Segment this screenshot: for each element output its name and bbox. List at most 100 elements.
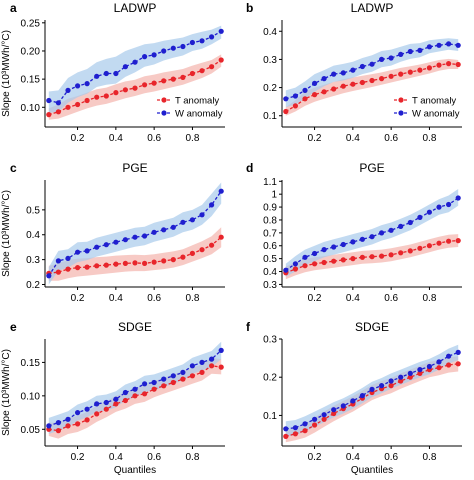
x-tick-label: 0.8 xyxy=(422,133,436,144)
w-anomaly-point xyxy=(55,100,62,106)
t-anomaly-point xyxy=(180,376,186,382)
y-tick-label: 0.5 xyxy=(26,205,40,216)
w-anomaly-point xyxy=(180,219,186,225)
x-axis-label: Quantiles xyxy=(114,465,156,475)
w-anomaly-point xyxy=(65,416,71,422)
w-anomaly-point xyxy=(321,247,327,253)
x-tick-label: 0.6 xyxy=(147,293,161,304)
y-tick-label: 0.3 xyxy=(263,55,277,66)
w-anomaly-point xyxy=(321,76,327,82)
w-anomaly-point xyxy=(161,376,167,382)
w-anomaly-point xyxy=(436,359,442,365)
y-tick-label: 0.2 xyxy=(263,373,277,384)
t-anomaly-point xyxy=(103,93,109,99)
legend-t-anomaly-marker xyxy=(398,97,404,103)
t-anomaly-point xyxy=(398,71,404,77)
w-anomaly-point xyxy=(446,41,452,47)
t-anomaly-point xyxy=(199,68,205,74)
t-anomaly-point xyxy=(292,103,298,109)
w-anomaly-point xyxy=(209,356,215,362)
y-tick-label: 0.15 xyxy=(21,75,41,86)
t-anomaly-point xyxy=(369,254,375,260)
x-tick-label: 0.2 xyxy=(71,452,85,463)
y-tick-label: 0.3 xyxy=(263,280,277,291)
w-anomaly-point xyxy=(292,261,298,267)
w-anomaly-point xyxy=(65,87,71,93)
w-anomaly-ci-band xyxy=(285,38,459,108)
t-anomaly-point xyxy=(321,416,327,422)
t-anomaly-point xyxy=(350,256,356,262)
w-anomaly-point xyxy=(331,71,337,77)
t-anomaly-point xyxy=(331,410,337,417)
t-anomaly-point xyxy=(283,433,289,439)
t-anomaly-point xyxy=(455,238,461,244)
y-tick-label: 0.4 xyxy=(26,230,40,241)
t-anomaly-point xyxy=(94,263,100,269)
t-anomaly-point xyxy=(302,96,308,102)
t-anomaly-point xyxy=(189,250,195,256)
t-anomaly-point xyxy=(218,364,224,370)
w-anomaly-point xyxy=(455,42,461,48)
w-anomaly-point xyxy=(436,42,442,48)
t-anomaly-point xyxy=(321,89,327,95)
w-anomaly-point xyxy=(426,363,432,370)
w-anomaly-point xyxy=(331,407,337,413)
t-anomaly-point xyxy=(388,252,394,258)
x-tick-label: 0.4 xyxy=(109,452,123,463)
t-anomaly-point xyxy=(75,421,81,427)
w-anomaly-point xyxy=(103,399,109,406)
y-tick-label: 0.20 xyxy=(21,46,41,57)
t-anomaly-point xyxy=(161,78,167,84)
panel-letter: a xyxy=(10,1,17,15)
t-anomaly-point xyxy=(292,266,298,272)
y-tick-label: 0.8 xyxy=(263,215,277,226)
w-anomaly-point xyxy=(398,374,404,380)
y-tick-label: 0.05 xyxy=(21,425,41,436)
w-anomaly-point xyxy=(46,423,52,429)
y-tick-label: 0.4 xyxy=(263,27,277,38)
t-anomaly-point xyxy=(302,263,308,269)
t-anomaly-point xyxy=(170,257,176,263)
t-anomaly-point xyxy=(312,422,318,428)
w-anomaly-point xyxy=(417,47,423,54)
w-anomaly-point xyxy=(340,70,346,76)
w-anomaly-point xyxy=(132,386,138,392)
t-anomaly-point xyxy=(398,378,404,384)
t-anomaly-point xyxy=(407,248,413,254)
w-anomaly-point xyxy=(407,370,413,376)
t-anomaly-point xyxy=(84,97,90,104)
t-anomaly-point xyxy=(379,253,385,259)
legend: T anomaly W anomaly xyxy=(394,96,460,120)
panel-letter: d xyxy=(246,161,253,175)
t-anomaly-point xyxy=(55,269,62,275)
w-anomaly-point xyxy=(407,219,413,226)
panel-title: LADWP xyxy=(351,1,394,15)
t-anomaly-point xyxy=(132,393,138,399)
x-tick-label: 0.8 xyxy=(185,293,199,304)
x-tick-label: 0.6 xyxy=(147,133,161,144)
w-anomaly-point xyxy=(407,48,413,55)
t-anomaly-point xyxy=(199,247,205,253)
t-anomaly-point xyxy=(84,264,90,270)
t-anomaly-point xyxy=(75,101,81,108)
t-anomaly-point xyxy=(122,87,128,93)
w-anomaly-point xyxy=(170,373,176,379)
w-anomaly-point xyxy=(350,398,356,404)
t-anomaly-point xyxy=(151,259,157,265)
w-anomaly-point xyxy=(369,386,375,392)
t-anomaly-point xyxy=(122,260,128,266)
y-tick-label: 0.9 xyxy=(263,203,277,214)
t-anomaly-point xyxy=(94,411,100,417)
w-anomaly-point xyxy=(302,421,308,427)
w-anomaly-point xyxy=(170,45,176,51)
w-anomaly-ci-band xyxy=(285,189,459,277)
t-anomaly-point xyxy=(113,90,119,96)
t-anomaly-point xyxy=(455,61,461,68)
t-anomaly-point xyxy=(417,67,423,73)
w-anomaly-point xyxy=(369,61,375,67)
w-anomaly-point xyxy=(209,34,215,40)
w-anomaly-point xyxy=(132,59,138,65)
x-tick-label: 0.6 xyxy=(384,293,398,304)
t-anomaly-point xyxy=(340,257,346,263)
